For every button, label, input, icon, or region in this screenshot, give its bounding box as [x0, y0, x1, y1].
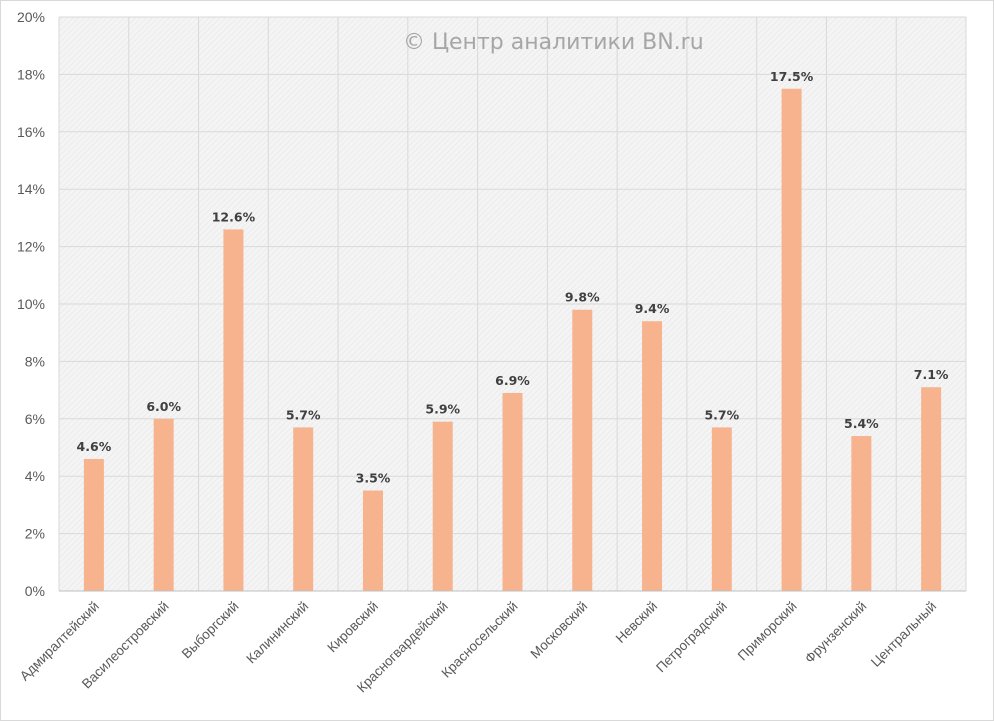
bar — [921, 387, 942, 591]
x-category-label: Красносельский — [439, 599, 521, 681]
y-axis-tick-labels: 0% 2% 4% 6% 8% 10% 12% 14% 16% 18% 20% — [17, 9, 45, 599]
bar — [781, 88, 802, 591]
x-category-label: Приморский — [735, 599, 800, 664]
data-label: 5.7% — [704, 407, 739, 422]
y-tick-label: 20% — [17, 9, 45, 25]
x-category-label: Фрунзенский — [802, 599, 870, 667]
y-tick-label: 14% — [17, 181, 45, 197]
bar — [711, 427, 732, 591]
y-tick-label: 10% — [17, 296, 45, 312]
bar — [502, 392, 523, 591]
data-label: 6.0% — [146, 399, 181, 414]
data-labels: 4.6% 6.0% 12.6% 5.7% 3.5% 5.9% 6.9% 9.8% 9.4% 5.7… — [77, 69, 949, 486]
y-tick-label: 12% — [17, 239, 45, 255]
watermark-text: © Центр аналитики BN.ru — [403, 30, 704, 55]
y-tick-label: 4% — [25, 468, 45, 484]
bars — [83, 88, 942, 591]
x-category-label: Петроградский — [653, 599, 730, 676]
data-label: 12.6% — [212, 209, 256, 224]
data-label: 17.5% — [770, 69, 814, 84]
x-category-label: Невский — [613, 599, 660, 646]
bar — [851, 436, 872, 591]
bar — [293, 427, 314, 591]
bar — [362, 490, 383, 591]
data-label: 9.4% — [635, 301, 670, 316]
y-tick-label: 6% — [25, 411, 45, 427]
data-label: 6.9% — [495, 373, 530, 388]
y-tick-label: 2% — [25, 526, 45, 542]
data-label: 5.9% — [425, 402, 460, 417]
bar — [642, 321, 663, 591]
x-category-label: Московский — [527, 599, 590, 662]
bar — [572, 309, 593, 591]
data-label: 4.6% — [77, 439, 112, 454]
x-category-label: Выборгский — [179, 599, 242, 662]
y-tick-label: 0% — [25, 583, 45, 599]
bar — [83, 458, 104, 591]
y-tick-label: 16% — [17, 124, 45, 140]
data-label: 3.5% — [356, 471, 391, 486]
data-label: 9.8% — [565, 290, 600, 305]
data-label: 5.4% — [844, 416, 879, 431]
bar — [153, 418, 174, 591]
data-label: 5.7% — [286, 407, 321, 422]
bar — [432, 421, 453, 591]
y-tick-label: 8% — [25, 353, 45, 369]
bar — [223, 229, 244, 591]
x-category-label: Кировский — [324, 599, 381, 656]
data-label: 7.1% — [914, 367, 949, 382]
x-category-label: Центральный — [868, 599, 939, 670]
x-category-label: Калининский — [243, 599, 311, 667]
y-tick-label: 18% — [17, 66, 45, 82]
